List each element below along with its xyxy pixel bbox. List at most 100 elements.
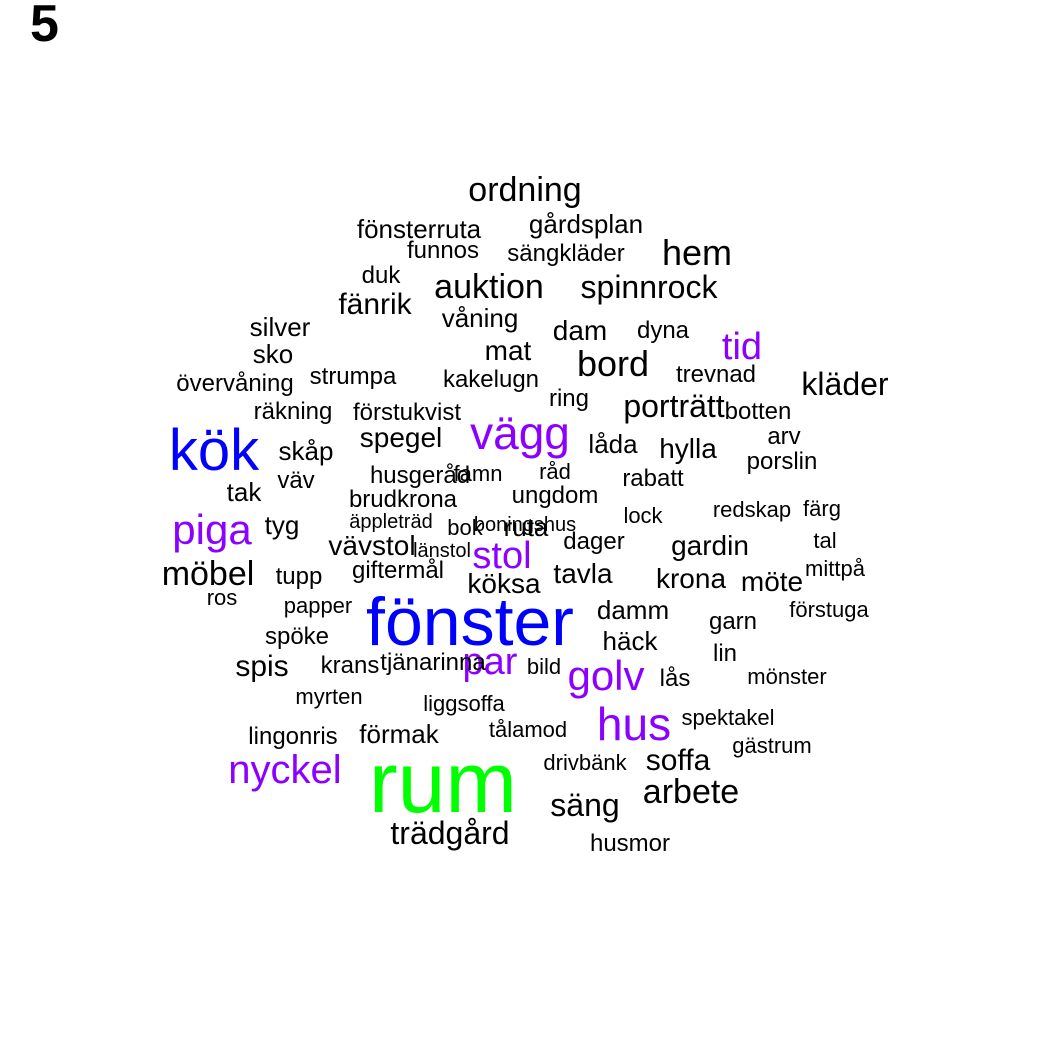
panel-label: 5 bbox=[30, 0, 59, 53]
word-rabatt: rabatt bbox=[622, 465, 684, 492]
word-par: par bbox=[462, 641, 518, 683]
word-forstuga: förstuga bbox=[789, 597, 869, 622]
word-papper: papper bbox=[283, 593, 353, 618]
word-lin: lin bbox=[712, 640, 738, 667]
word-tyg: tyg bbox=[264, 510, 300, 540]
word-gardsplan: gårdsplan bbox=[528, 209, 644, 239]
word-famn: famn bbox=[453, 461, 503, 486]
word-golv: golv bbox=[567, 652, 645, 699]
word-porslin: porslin bbox=[746, 448, 818, 475]
word-spis: spis bbox=[235, 650, 289, 683]
word-tak: tak bbox=[226, 477, 262, 507]
word-rad: råd bbox=[539, 459, 571, 484]
word-arv: arv bbox=[767, 423, 801, 450]
word-gardin: gardin bbox=[671, 530, 749, 561]
word-lock: lock bbox=[623, 503, 663, 528]
word-vagg: vägg bbox=[470, 407, 570, 459]
word-las: lås bbox=[659, 665, 691, 692]
word-lingonris: lingonris bbox=[248, 723, 338, 750]
word-krona: krona bbox=[655, 563, 727, 594]
word-sangklader: sängkläder bbox=[507, 240, 625, 267]
word-monster: mönster bbox=[747, 664, 827, 689]
word-liggsoffa: liggsoffa bbox=[423, 691, 505, 716]
word-vav: väv bbox=[277, 467, 315, 494]
word-rum: rum bbox=[368, 735, 518, 831]
word-soffa: soffa bbox=[645, 744, 711, 777]
word-hem: hem bbox=[661, 232, 733, 273]
word-rakning: räkning bbox=[253, 398, 333, 425]
word-ruta: ruta bbox=[503, 512, 549, 542]
word-garn: garn bbox=[708, 608, 758, 635]
word-botten: botten bbox=[724, 398, 792, 425]
word-auktion: auktion bbox=[434, 268, 544, 306]
word-fonster: fönster bbox=[366, 584, 574, 660]
word-talamod: tålamod bbox=[488, 717, 568, 742]
word-lada: låda bbox=[588, 429, 638, 459]
word-trevnad: trevnad bbox=[675, 361, 757, 388]
word-bok: bok bbox=[447, 515, 483, 540]
word-ungdom: ungdom bbox=[511, 482, 599, 509]
word-tal: tal bbox=[813, 528, 837, 553]
word-silver: silver bbox=[249, 312, 311, 342]
word-dager: dager bbox=[563, 528, 625, 555]
word-tupp: tupp bbox=[275, 563, 323, 590]
word-brudkrona: brudkrona bbox=[348, 486, 458, 513]
word-portratt: porträtt bbox=[623, 388, 725, 424]
word-spinnrock: spinnrock bbox=[580, 269, 718, 305]
word-husmor: husmor bbox=[589, 830, 671, 857]
word-damm: damm bbox=[596, 595, 670, 625]
word-spegel: spegel bbox=[359, 422, 443, 453]
word-klader: kläder bbox=[801, 366, 889, 402]
word-forstukvist: förstukvist bbox=[352, 399, 462, 426]
word-dam: dam bbox=[552, 315, 608, 346]
word-duk: duk bbox=[361, 262, 401, 289]
word-formak: förmak bbox=[359, 719, 439, 749]
word-gastrum: gästrum bbox=[732, 733, 812, 758]
word-hylla: hylla bbox=[659, 433, 717, 464]
word-hack: häck bbox=[602, 626, 658, 656]
word-tradgard: trädgård bbox=[390, 815, 510, 851]
word-strumpa: strumpa bbox=[309, 363, 397, 390]
word-sko: sko bbox=[252, 339, 294, 369]
word-vaning: våning bbox=[441, 303, 519, 333]
word-giftermal: giftermål bbox=[351, 557, 445, 584]
word-myrten: myrten bbox=[295, 684, 363, 709]
word-sang: säng bbox=[550, 787, 620, 823]
word-mittpa: mittpå bbox=[805, 556, 865, 581]
word-drivbank: drivbänk bbox=[543, 750, 627, 775]
word-fanrik: fänrik bbox=[338, 288, 412, 321]
word-hus: hus bbox=[596, 698, 672, 750]
word-kakelugn: kakelugn bbox=[442, 366, 540, 393]
word-spoke: spöke bbox=[264, 623, 330, 650]
word-mat: mat bbox=[484, 335, 532, 366]
word-stol: stol bbox=[472, 535, 532, 577]
word-overvaning: övervåning bbox=[176, 370, 294, 397]
word-husgerad: husgeråd bbox=[369, 462, 471, 489]
word-ring: ring bbox=[548, 385, 590, 412]
word-mobel: möbel bbox=[161, 555, 255, 593]
word-koksa: köksa bbox=[467, 568, 541, 599]
word-fonsterruta: fönsterruta bbox=[356, 214, 482, 244]
word-tjanarinna: tjänarinna bbox=[380, 649, 486, 676]
word-vavstol: vävstol bbox=[328, 530, 416, 561]
word-dyna: dyna bbox=[636, 317, 690, 344]
word-funnos: funnos bbox=[406, 237, 480, 264]
word-nyckel: nyckel bbox=[228, 748, 342, 792]
word-farg: färg bbox=[803, 496, 841, 521]
word-tavla: tavla bbox=[553, 558, 613, 589]
word-arbete: arbete bbox=[642, 773, 740, 811]
word-mote: möte bbox=[740, 566, 804, 597]
word-bord: bord bbox=[576, 343, 650, 384]
word-skap: skåp bbox=[278, 436, 334, 466]
word-appletrad: äppleträd bbox=[349, 511, 433, 533]
word-ordning: ordning bbox=[468, 171, 582, 209]
word-piga: piga bbox=[172, 506, 252, 553]
word-kok: kök bbox=[168, 418, 260, 483]
word-bild: bild bbox=[526, 654, 562, 679]
word-krans: krans bbox=[320, 652, 380, 679]
word-spektakel: spektakel bbox=[681, 705, 775, 730]
word-tid: tid bbox=[721, 326, 763, 368]
word-lanstol: länstol bbox=[413, 540, 471, 562]
word-boningshus: boningshus bbox=[473, 514, 577, 536]
